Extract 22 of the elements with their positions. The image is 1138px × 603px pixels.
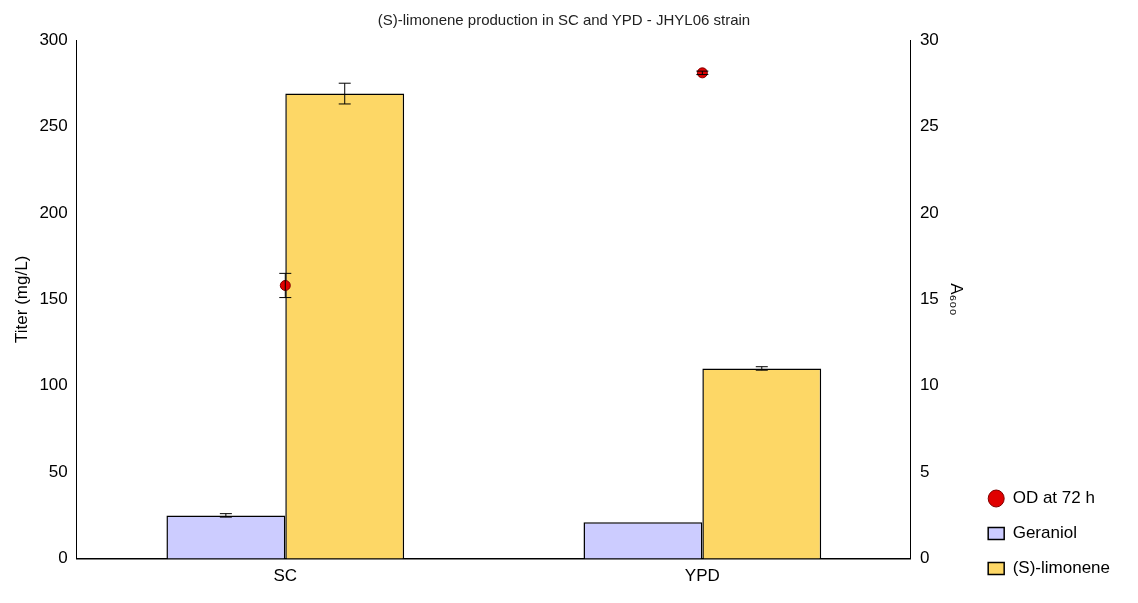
y-tick-label: 300 <box>39 29 68 49</box>
y-tick-label: 100 <box>39 375 68 395</box>
y-tick-label: 50 <box>48 461 68 481</box>
x-tick-label: YPD <box>684 566 720 586</box>
y-tick-label: 200 <box>39 202 68 222</box>
legend-label: (S)-limonene <box>1012 558 1110 578</box>
legend-label: Geraniol <box>1012 523 1077 543</box>
y-tick-label: 0 <box>58 548 68 568</box>
y-axis-title: Titer (mg/L) <box>11 255 31 343</box>
x-tick-label: SC <box>273 566 298 586</box>
y2-tick-label: 5 <box>919 461 930 481</box>
y2-tick-label: 20 <box>919 202 939 222</box>
y2-tick-label: 25 <box>919 116 939 136</box>
y2-tick-label: 0 <box>919 548 930 568</box>
legend-label: OD at 72 h <box>1012 488 1095 508</box>
y2-axis-title: A₆₀₀ <box>947 283 967 316</box>
y2-tick-label: 30 <box>919 29 939 49</box>
y2-tick-label: 15 <box>919 288 939 308</box>
chart-title: (S)-limonene production in SC and YPD - JHYL06 strain <box>377 11 751 29</box>
y2-tick-label: 10 <box>919 375 939 395</box>
y-tick-label: 150 <box>39 288 68 308</box>
y-tick-label: 250 <box>39 116 68 136</box>
